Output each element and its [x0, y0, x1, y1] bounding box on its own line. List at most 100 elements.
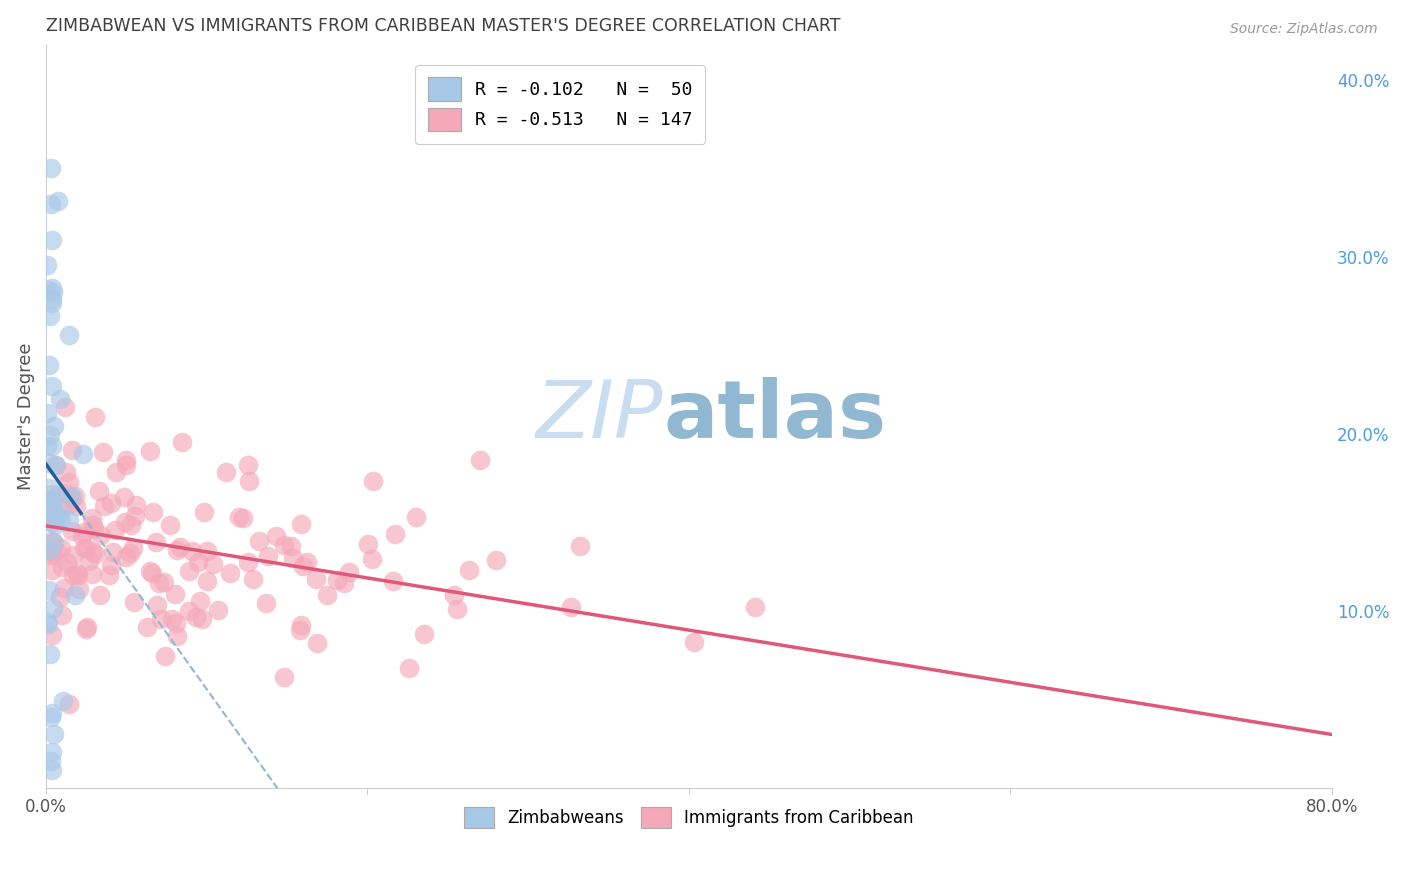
Point [45, 508, 67, 523]
Point [63, 489, 86, 503]
Point [37, 515, 59, 529]
Point [361, 475, 384, 489]
Point [46, 194, 69, 208]
Point [569, 540, 592, 554]
Point [98, 567, 121, 582]
Point [87, 483, 110, 498]
Point [49, 541, 72, 555]
Point [76, 620, 98, 634]
Point [45, 458, 67, 472]
Point [41, 628, 63, 642]
Point [361, 552, 384, 566]
Point [41, 706, 63, 720]
Point [148, 575, 170, 590]
Point [337, 566, 360, 580]
Point [60, 492, 83, 507]
Point [38, 457, 60, 471]
Point [163, 587, 186, 601]
Point [215, 465, 238, 479]
Point [166, 629, 188, 643]
Point [273, 538, 295, 552]
Point [281, 551, 304, 566]
Point [165, 616, 187, 631]
Point [37, 615, 59, 629]
Text: ZIP: ZIP [536, 377, 664, 455]
Point [405, 510, 427, 524]
Point [468, 453, 491, 467]
Point [316, 587, 339, 601]
Text: atlas: atlas [664, 377, 886, 455]
Point [39, 493, 62, 508]
Point [181, 544, 204, 558]
Point [150, 611, 173, 625]
Legend: Zimbabweans, Immigrants from Caribbean: Zimbabweans, Immigrants from Caribbean [457, 800, 921, 835]
Point [41, 548, 63, 562]
Point [75, 541, 97, 555]
Point [41, 494, 63, 508]
Point [307, 635, 329, 649]
Point [51, 511, 73, 525]
Point [124, 498, 146, 512]
Point [238, 474, 260, 488]
Point [41, 292, 63, 306]
Point [238, 458, 260, 472]
Point [38, 359, 60, 373]
Point [66, 566, 89, 580]
Point [42, 600, 65, 615]
Point [201, 557, 224, 571]
Point [44, 536, 66, 550]
Point [357, 537, 380, 551]
Point [38, 583, 60, 598]
Point [53, 401, 76, 415]
Point [120, 545, 142, 559]
Point [115, 453, 138, 467]
Point [100, 558, 122, 572]
Point [218, 566, 240, 580]
Point [333, 576, 356, 591]
Point [291, 558, 314, 573]
Point [42, 535, 65, 549]
Point [38, 481, 60, 495]
Point [63, 588, 86, 602]
Point [112, 490, 135, 504]
Point [41, 545, 63, 559]
Point [41, 487, 63, 501]
Point [42, 419, 65, 434]
Point [91, 445, 114, 459]
Point [73, 525, 96, 540]
Point [39, 754, 62, 768]
Point [80, 511, 103, 525]
Point [135, 620, 157, 634]
Point [247, 534, 270, 549]
Point [58, 475, 80, 490]
Point [39, 542, 62, 557]
Point [193, 505, 215, 519]
Point [52, 694, 75, 708]
Point [73, 541, 96, 555]
Point [89, 588, 111, 602]
Point [58, 697, 80, 711]
Point [90, 528, 112, 542]
Point [93, 499, 115, 513]
Point [273, 670, 295, 684]
Point [169, 540, 191, 554]
Point [120, 518, 142, 533]
Point [326, 573, 349, 587]
Point [682, 635, 704, 649]
Point [560, 600, 582, 615]
Point [55, 465, 77, 479]
Point [45, 544, 67, 558]
Point [60, 489, 83, 503]
Text: Source: ZipAtlas.com: Source: ZipAtlas.com [1230, 22, 1378, 37]
Point [60, 443, 83, 458]
Point [166, 542, 188, 557]
Point [457, 563, 479, 577]
Point [41, 496, 63, 510]
Point [44, 518, 66, 533]
Point [290, 516, 312, 531]
Point [44, 511, 66, 525]
Point [114, 515, 136, 529]
Point [37, 283, 59, 297]
Point [124, 508, 146, 523]
Point [242, 572, 264, 586]
